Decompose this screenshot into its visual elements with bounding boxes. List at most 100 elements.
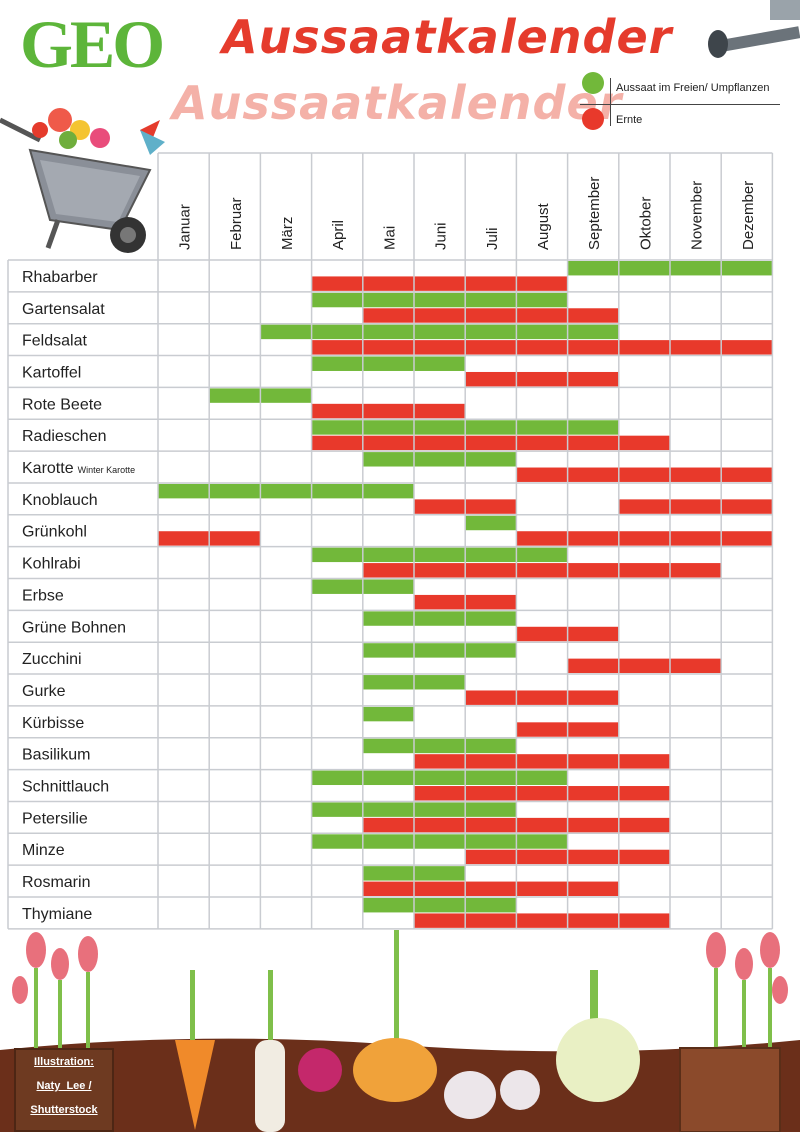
ernte-bar-minze-m9: [567, 849, 619, 865]
aussaat-bar-kartoffel-m6: [414, 356, 466, 371]
row-label-grüne-bohnen: Grüne Bohnen: [22, 619, 126, 636]
credit-line-3: Shutterstock: [30, 1104, 98, 1116]
aussaat-bar-feldsalat-m8: [516, 324, 568, 340]
month-label-1: Januar: [177, 204, 194, 250]
ernte-bar-thymiane-m10: [618, 913, 670, 928]
ernte-bar-zucchini-m10: [618, 658, 670, 674]
ernte-bar-kohlrabi-m11: [670, 563, 722, 578]
row-label-basilikum: Basilikum: [22, 747, 90, 764]
row-label-thymiane: Thymiane: [22, 906, 92, 923]
aussaat-bar-rosmarin-m5: [362, 866, 414, 881]
row-label-minze: Minze: [22, 842, 65, 859]
aussaat-bar-feldsalat-m7: [465, 324, 517, 340]
month-label-11: November: [689, 181, 706, 250]
ernte-bar-karotte-m12: [721, 467, 773, 482]
credit-line-1: Illustration:: [34, 1056, 94, 1068]
aussaat-bar-minze-m5: [362, 834, 414, 849]
ernte-bar-gartensalat-m5: [362, 308, 414, 323]
ernte-bar-petersilie-m10: [618, 817, 670, 833]
aussaat-bar-radieschen-m6: [414, 420, 466, 435]
aussaat-bar-rhabarber-m10: [618, 261, 670, 276]
row-label-rosmarin: Rosmarin: [22, 874, 90, 891]
ernte-bar-grünkohl-m1: [158, 531, 210, 546]
ernte-bar-erbse-m6: [414, 594, 466, 610]
aussaat-bar-zucchini-m6: [414, 643, 466, 658]
aussaat-bar-schnittlauch-m7: [465, 770, 517, 786]
ernte-bar-kohlrabi-m7: [465, 563, 517, 578]
legend: Aussaat im Freien/ Umpflanzen Ernte: [580, 72, 795, 132]
row-label-feldsalat: Feldsalat: [22, 333, 87, 350]
aussaat-bar-kohlrabi-m6: [414, 547, 466, 563]
row-label-grünkohl: Grünkohl: [22, 524, 87, 541]
ernte-bar-petersilie-m5: [362, 817, 414, 833]
ernte-bar-kohlrabi-m5: [362, 563, 414, 578]
ernte-bar-rhabarber-m6: [414, 276, 466, 291]
ernte-bar-rosmarin-m7: [465, 881, 517, 896]
aussaat-bar-rote-beete-m3: [260, 388, 312, 403]
aussaat-bar-radieschen-m7: [465, 420, 517, 435]
month-label-4: April: [330, 220, 347, 250]
ernte-bar-rhabarber-m5: [362, 276, 414, 291]
aussaat-bar-gartensalat-m6: [414, 292, 466, 308]
aussaat-bar-minze-m7: [465, 834, 517, 849]
aussaat-bar-knoblauch-m2: [209, 483, 261, 499]
ernte-bar-grünkohl-m8: [516, 531, 568, 546]
ernte-bar-rosmarin-m5: [362, 881, 414, 896]
row-label-gurke: Gurke: [22, 683, 66, 700]
ernte-bar-karotte-m11: [670, 467, 722, 482]
ernte-bar-kohlrabi-m9: [567, 563, 619, 578]
aussaat-bar-minze-m4: [311, 834, 363, 849]
row-label-zucchini: Zucchini: [22, 651, 82, 668]
row-label-rhabarber: Rhabarber: [22, 269, 98, 286]
credit-line-2: Naty_Lee /: [36, 1080, 92, 1092]
aussaat-bar-kohlrabi-m7: [465, 547, 517, 563]
row-note-karotte: Winter Karotte: [78, 465, 136, 475]
ernte-bar-grünkohl-m10: [618, 531, 670, 546]
aussaat-bar-minze-m6: [414, 834, 466, 849]
legend-divider-horizontal: [580, 104, 780, 105]
ernte-bar-basilikum-m7: [465, 754, 517, 769]
ernte-bar-gartensalat-m7: [465, 308, 517, 323]
aussaat-bar-feldsalat-m9: [567, 324, 619, 340]
aussaat-bar-basilikum-m7: [465, 738, 517, 754]
ernte-bar-schnittlauch-m10: [618, 786, 670, 801]
aussaat-bar-kürbisse-m5: [362, 706, 414, 722]
aussaat-bar-schnittlauch-m8: [516, 770, 568, 786]
ernte-bar-kartoffel-m9: [567, 371, 619, 387]
aussaat-bar-knoblauch-m3: [260, 483, 312, 499]
aussaat-bar-rhabarber-m12: [721, 261, 773, 276]
aussaat-bar-gurke-m6: [414, 675, 466, 690]
aussaat-bar-petersilie-m4: [311, 802, 363, 817]
aussaat-bar-grüne-bohnen-m5: [362, 611, 414, 626]
ernte-bar-rhabarber-m8: [516, 276, 568, 291]
ernte-bar-rosmarin-m6: [414, 881, 466, 896]
legend-divider-vertical: [610, 78, 611, 126]
ernte-bar-kartoffel-m8: [516, 371, 568, 387]
ernte-bar-zucchini-m9: [567, 658, 619, 674]
aussaat-bar-rhabarber-m9: [567, 261, 619, 276]
ernte-bar-feldsalat-m6: [414, 340, 466, 355]
ernte-bar-minze-m10: [618, 849, 670, 865]
aussaat-bar-schnittlauch-m4: [311, 770, 363, 786]
row-label-kohlrabi: Kohlrabi: [22, 556, 81, 573]
aussaat-bar-petersilie-m6: [414, 802, 466, 817]
ernte-bar-knoblauch-m12: [721, 499, 773, 514]
month-label-9: September: [586, 177, 603, 250]
aussaat-bar-kartoffel-m5: [362, 356, 414, 371]
aussaat-bar-kohlrabi-m5: [362, 547, 414, 563]
ernte-bar-thymiane-m6: [414, 913, 466, 928]
watering-can-illustration: [708, 0, 800, 58]
ernte-bar-rote-beete-m5: [362, 403, 414, 419]
illustration-credit: Illustration: Naty_Lee / Shutterstock: [14, 1048, 114, 1132]
ernte-bar-radieschen-m7: [465, 435, 517, 451]
ernte-bar-petersilie-m8: [516, 817, 568, 833]
ernte-bar-gurke-m8: [516, 690, 568, 705]
aussaat-bar-radieschen-m9: [567, 420, 619, 435]
ernte-bar-rosmarin-m8: [516, 881, 568, 896]
ernte-bar-grünkohl-m2: [209, 531, 261, 546]
aussaat-bar-thymiane-m7: [465, 898, 517, 913]
month-label-2: Februar: [228, 197, 245, 250]
month-label-5: Mai: [381, 226, 398, 250]
ernte-bar-feldsalat-m5: [362, 340, 414, 355]
aussaat-bar-gartensalat-m4: [311, 292, 363, 308]
